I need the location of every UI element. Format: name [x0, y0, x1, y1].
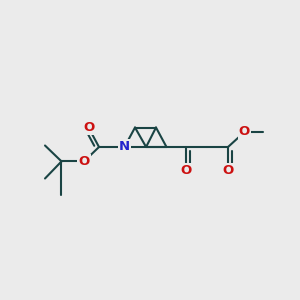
Text: O: O: [222, 164, 234, 178]
Text: O: O: [78, 155, 90, 168]
Text: O: O: [239, 125, 250, 139]
Text: O: O: [180, 164, 192, 178]
Text: O: O: [83, 121, 94, 134]
Text: N: N: [119, 140, 130, 154]
